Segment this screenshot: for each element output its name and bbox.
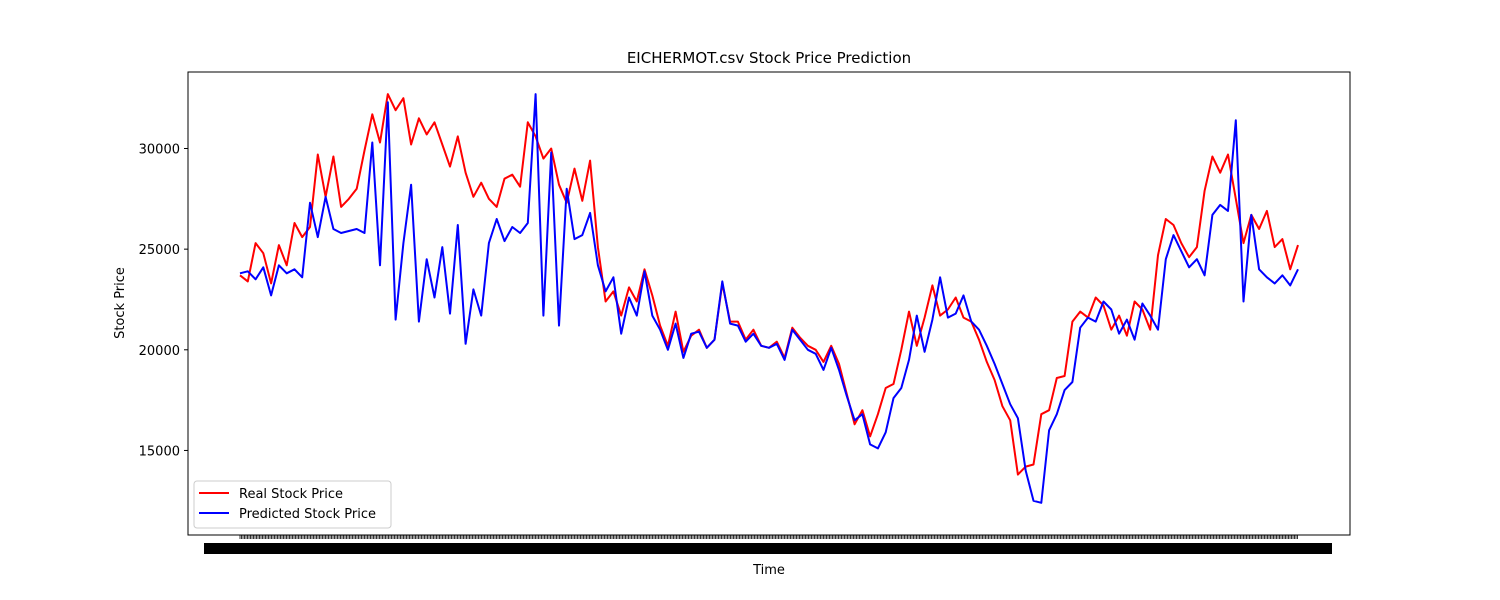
y-tick-label: 25000 (139, 243, 180, 258)
y-tick-label: 30000 (139, 142, 180, 157)
x-axis-label: Time (752, 563, 785, 578)
y-tick-label: 15000 (139, 444, 180, 459)
legend-label-real: Real Stock Price (239, 487, 343, 502)
chart-title: EICHERMOT.csv Stock Price Prediction (627, 49, 911, 67)
series-group (239, 93, 1299, 504)
plot-area (187, 71, 1351, 536)
y-axis-label: Stock Price (113, 267, 128, 339)
legend-label-predicted: Predicted Stock Price (239, 507, 376, 522)
y-tick-label: 20000 (139, 344, 180, 359)
legend-box (193, 480, 392, 529)
y-axis: 15000 20000 25000 30000 (139, 142, 188, 459)
series-line-predicted (239, 93, 1299, 504)
x-axis-ticks (204, 535, 1332, 554)
x-tick-label-band (204, 543, 1332, 554)
legend: Real Stock Price Predicted Stock Price (193, 480, 392, 529)
